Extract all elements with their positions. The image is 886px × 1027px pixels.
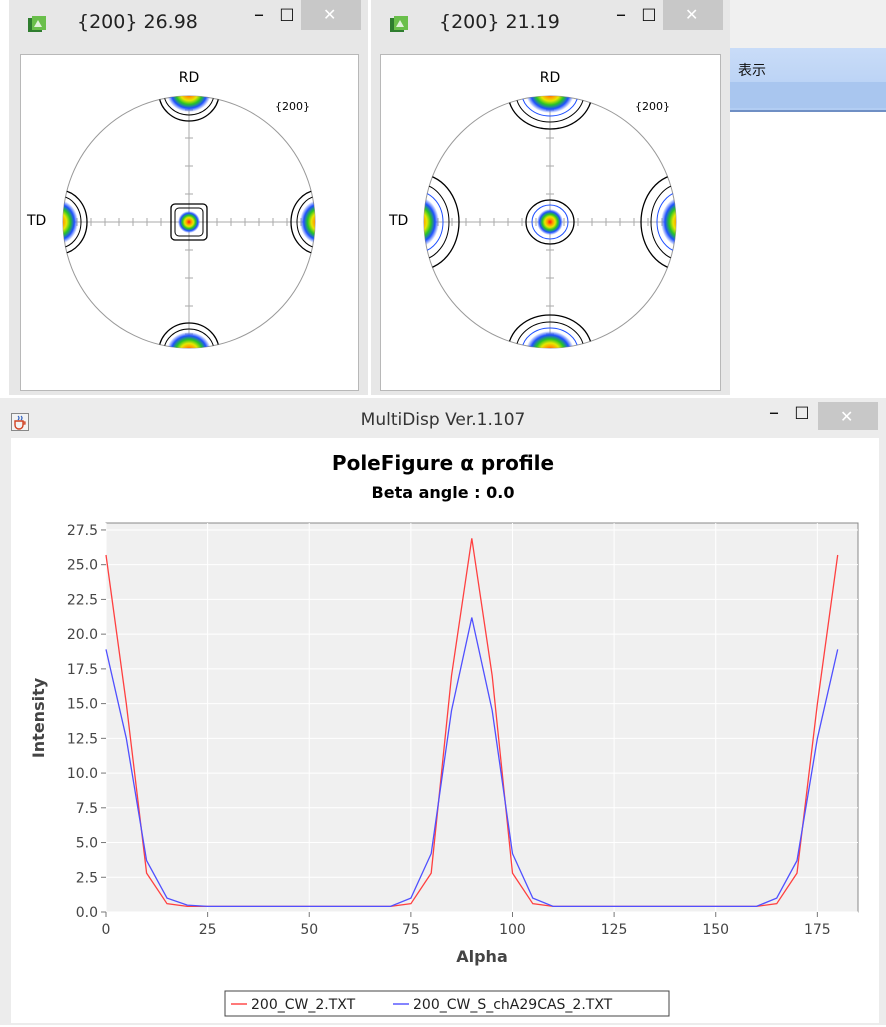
pole-figure-svg-1: RD TD {200} [26,70,316,349]
pole-figure-app-icon [28,16,46,32]
x-tick-label: 100 [499,922,526,938]
legend-label-2: 200_CW_S_chA29CAS_2.TXT [413,997,613,1013]
pole-figure-plot-1: RD TD {200} [20,54,359,391]
pole-figure-window-1: {200} 26.98 – ☐ ✕ [9,0,368,395]
series-layer [105,538,839,908]
multidisp-window: MultiDisp Ver.1.107 – ☐ ✕ PoleFigure α p… [0,398,886,1025]
close-icon: ✕ [323,5,337,24]
minimize-button[interactable]: – [254,2,264,26]
legend-label-1: 200_CW_2.TXT [251,997,356,1013]
alpha-profile-chart: PoleFigure α profile Beta angle : 0.0 0 2… [29,451,859,1017]
chart-subtitle: Beta angle : 0.0 [372,483,515,502]
pole-window-1-titlebar[interactable]: {200} 26.98 – ☐ ✕ [9,0,368,42]
x-tick-label: 150 [702,922,729,938]
minimize-button[interactable]: – [616,2,626,26]
display-menu[interactable]: 表示 [730,48,886,112]
x-tick-label: 50 [300,922,318,938]
x-tick-label: 0 [102,922,111,938]
pole-figure-app-icon [390,16,408,32]
side-panel-toolbar [730,0,886,48]
x-tick-label: 75 [402,922,420,938]
x-axis-label: Alpha [456,947,508,966]
rd-label: RD [540,70,561,86]
pole-window-2-titlebar[interactable]: {200} 21.19 – ☐ ✕ [371,0,730,42]
display-menu-strip [730,82,886,108]
pole-window-2-title: {200} 21.19 [439,11,560,33]
td-label: TD [26,213,46,229]
legend-box [224,990,670,1017]
display-menu-label: 表示 [738,63,766,79]
pole-figure-svg-2: RD TD {200} [388,70,677,349]
pole-figure-window-2: {200} 21.19 – ☐ ✕ [371,0,730,395]
family-label: {200} [635,100,670,113]
close-icon: ✕ [685,5,699,24]
x-tick-label: 175 [804,922,831,938]
close-icon: ✕ [840,407,854,426]
y-tick-label: 17.5 [67,662,98,678]
pole-figure-plot-2: RD TD {200} [380,54,721,391]
y-tick-label: 15.0 [67,697,98,713]
legend: 200_CW_2.TXT 200_CW_S_chA29CAS_2.TXT [224,990,670,1017]
y-tick-label: 10.0 [67,766,98,782]
plot-background [105,522,859,913]
family-label: {200} [275,100,310,113]
close-button[interactable]: ✕ [301,0,361,30]
td-label: TD [388,213,408,229]
pole-window-1-title: {200} 26.98 [77,11,198,33]
y-tick-label: 20.0 [67,627,98,643]
side-panel: 表示 [730,0,886,395]
y-tick-label: 5.0 [76,836,98,852]
y-tick-label: 27.5 [67,523,98,539]
chart-title: PoleFigure α profile [332,451,554,475]
y-tick-label: 7.5 [76,801,98,817]
y-tick-label: 25.0 [67,558,98,574]
axis-layer: 0 25 50 75 100 125 150 175 0.0 2.5 5.0 7.5 10.0 12.5 1… [67,523,831,938]
grid-layer [105,523,858,913]
java-cup-icon [11,413,29,431]
maximize-button[interactable]: ☐ [794,404,810,424]
chart-panel: PoleFigure α profile Beta angle : 0.0 0 2… [11,438,879,1023]
close-button[interactable]: ✕ [818,402,878,430]
y-tick-label: 22.5 [67,592,98,608]
series-line-2 [105,617,839,908]
minimize-button[interactable]: – [769,400,779,424]
close-button[interactable]: ✕ [663,0,723,30]
rd-label: RD [179,70,200,86]
x-tick-label: 125 [601,922,628,938]
maximize-button[interactable]: ☐ [641,6,657,26]
y-tick-label: 2.5 [76,870,98,886]
y-tick-label: 0.0 [76,905,98,921]
y-axis-label: Intensity [29,677,48,758]
x-tick-label: 25 [199,922,217,938]
main-window-title: MultiDisp Ver.1.107 [360,410,526,430]
maximize-button[interactable]: ☐ [279,6,295,26]
y-tick-label: 12.5 [67,731,98,747]
